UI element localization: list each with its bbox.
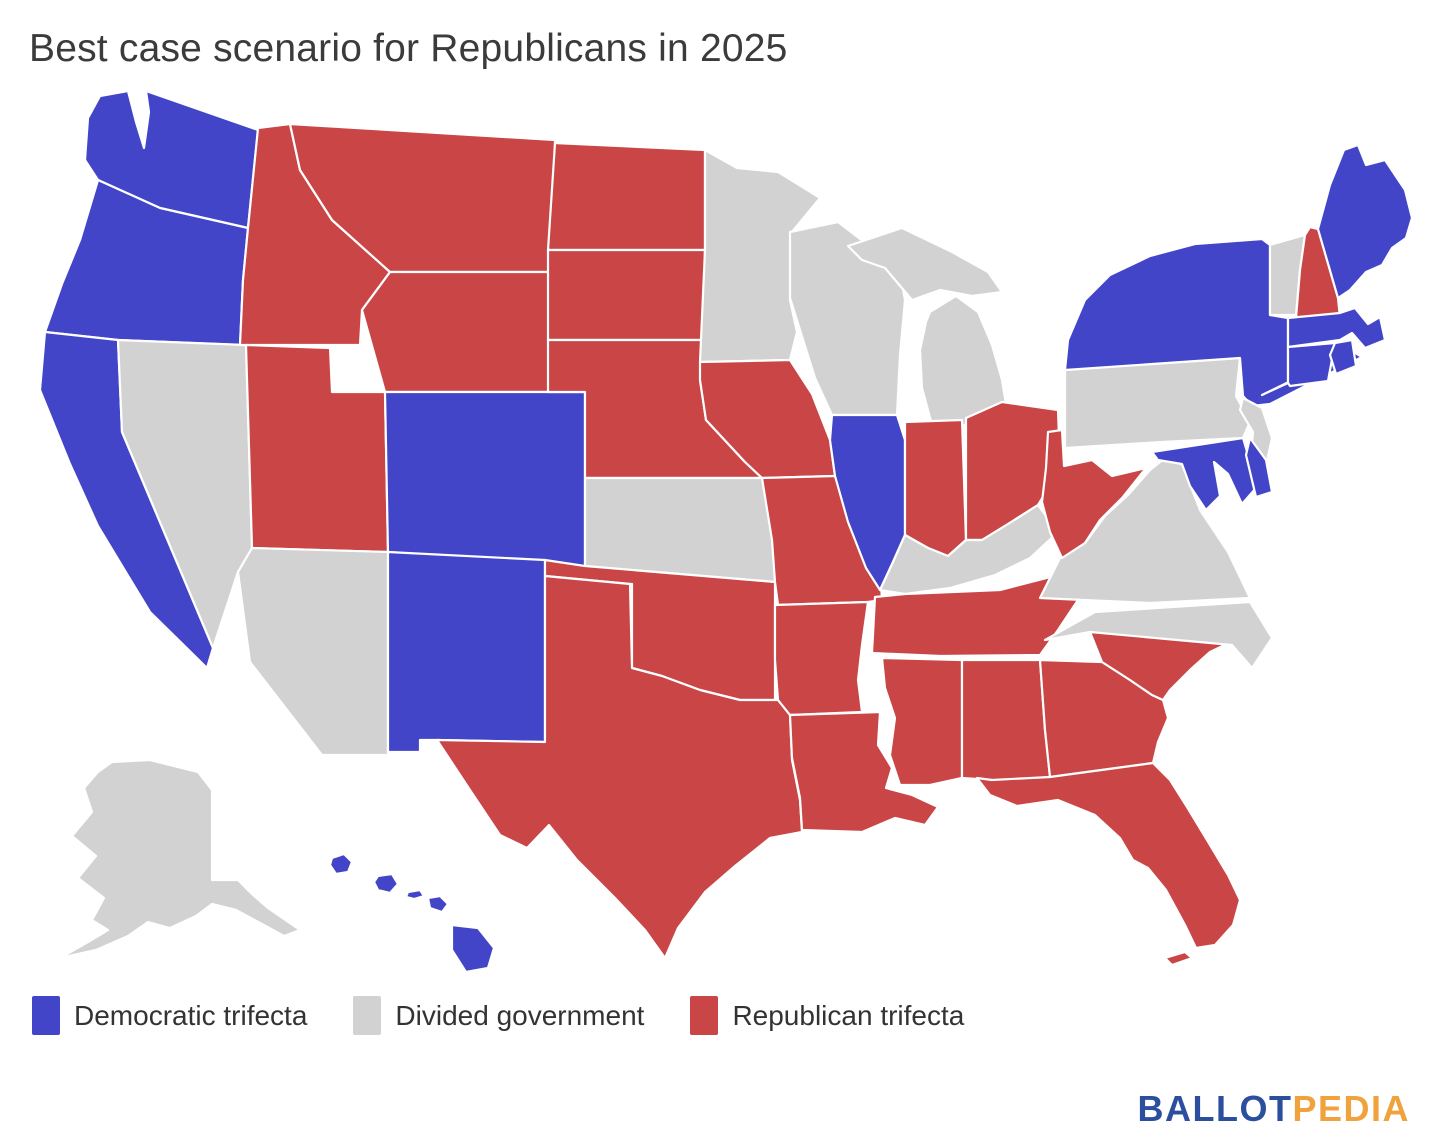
state-arizona bbox=[236, 546, 390, 757]
state-new-mexico bbox=[386, 550, 547, 754]
logo-pedia: PEDIA bbox=[1292, 1088, 1410, 1129]
page-title: Best case scenario for Republicans in 20… bbox=[29, 27, 788, 70]
state-rhode-island bbox=[1328, 338, 1358, 376]
state-alaska bbox=[58, 758, 302, 960]
state-utah bbox=[244, 343, 390, 554]
republican-trifecta-swatch bbox=[690, 996, 719, 1035]
state-new-hampshire bbox=[1294, 225, 1342, 320]
state-arkansas bbox=[773, 600, 870, 717]
state-kentucky bbox=[878, 503, 1060, 596]
state-massachusetts bbox=[1286, 306, 1387, 350]
state-north-carolina bbox=[1043, 600, 1274, 670]
democratic-trifecta-label: Democratic trifecta bbox=[74, 999, 308, 1031]
legend-item-divided-government: Divided government bbox=[353, 996, 644, 1035]
state-hawaii bbox=[328, 852, 496, 974]
state-texas bbox=[435, 574, 804, 960]
state-wyoming bbox=[360, 270, 557, 394]
legend: Democratic trifecta Divided government R… bbox=[32, 996, 964, 1035]
legend-item-democratic-trifecta: Democratic trifecta bbox=[32, 996, 307, 1035]
democratic-trifecta-swatch bbox=[32, 996, 60, 1035]
state-louisiana bbox=[788, 710, 940, 834]
state-north-dakota bbox=[546, 141, 707, 252]
state-kansas bbox=[583, 476, 777, 584]
ballotpedia-logo: BALLOTPEDIA bbox=[1138, 1088, 1411, 1130]
state-delaware bbox=[1244, 436, 1274, 499]
state-maine bbox=[1316, 143, 1414, 300]
republican-trifecta-label: Republican trifecta bbox=[732, 999, 965, 1031]
logo-ballot: BALLOT bbox=[1137, 1088, 1293, 1129]
state-pennsylvania bbox=[1063, 356, 1252, 450]
state-indiana bbox=[903, 418, 968, 558]
state-mississippi bbox=[880, 656, 964, 787]
state-south-dakota bbox=[546, 248, 707, 342]
state-south-carolina bbox=[1088, 630, 1237, 702]
legend-item-republican-trifecta: Republican trifecta bbox=[690, 996, 964, 1035]
state-west-virginia bbox=[1040, 428, 1148, 560]
divided-government-label: Divided government bbox=[395, 999, 645, 1031]
state-colorado bbox=[383, 390, 587, 570]
state-florida bbox=[975, 761, 1242, 967]
divided-government-swatch bbox=[353, 996, 382, 1035]
state-tennessee bbox=[870, 564, 1095, 658]
state-connecticut bbox=[1286, 341, 1337, 388]
